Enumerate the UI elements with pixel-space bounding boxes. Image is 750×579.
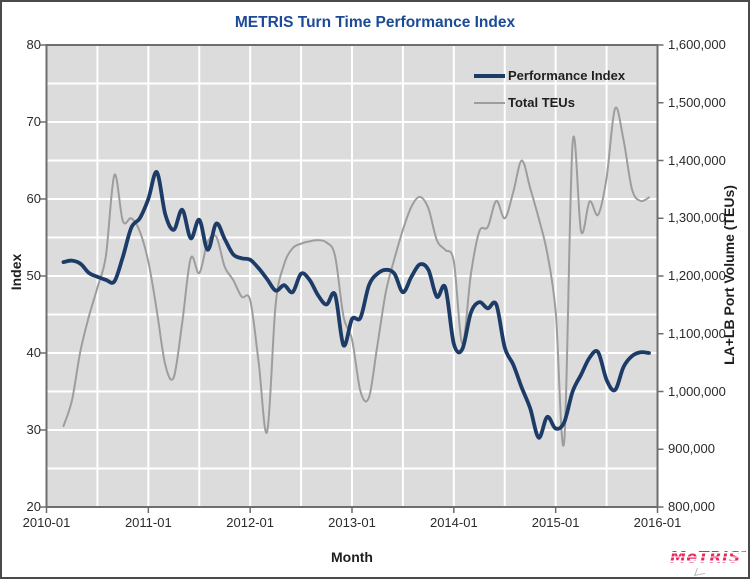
- right-axis-tick-label: 1,000,000: [668, 383, 726, 399]
- x-axis-tick-label: 2011-01: [124, 515, 172, 530]
- legend-line-swatch: [474, 101, 505, 104]
- right-axis-tick-label: 900,000: [668, 441, 715, 457]
- x-axis-tick-label: 2010-01: [22, 515, 71, 530]
- left-axis-tick-label: 80: [26, 37, 41, 52]
- x-axis-tick-label: 2012-01: [226, 515, 275, 530]
- right-axis-tick-label: 1,300,000: [668, 210, 726, 226]
- right-axis-tick-label: 1,200,000: [668, 268, 726, 283]
- performance-index-line: [61, 170, 651, 440]
- x-axis-tick-label: 2013-01: [328, 515, 376, 530]
- legend-item-performance-index: Performance Index: [474, 62, 625, 89]
- trademark-symbol: ™: [740, 550, 748, 558]
- right-axis-tick-label: 800,000: [668, 499, 715, 514]
- left-axis-tick-label: 60: [26, 191, 41, 206]
- total-teus-line: [62, 106, 650, 447]
- legend-label: Performance Index: [508, 68, 626, 83]
- left-axis-tick-label: 40: [26, 345, 41, 360]
- metris-logo-text: MeTRIS™: [670, 545, 748, 567]
- x-axis-tick-label: 2015-01: [531, 515, 580, 530]
- x-axis-tick-label: 2016-01: [633, 515, 682, 530]
- metris-logo: MeTRIS™: [670, 545, 748, 576]
- legend-line-swatch: [474, 73, 505, 78]
- chart-legend: Performance Index Total TEUs: [474, 62, 625, 116]
- left-axis-tick-label: 70: [26, 114, 41, 129]
- left-axis-tick-label: 30: [26, 422, 41, 437]
- right-axis-tick-label: 1,500,000: [668, 94, 726, 110]
- legend-label: Total TEUs: [508, 95, 575, 110]
- right-axis-tick-label: 1,400,000: [668, 152, 726, 168]
- left-axis-tick-label: 20: [26, 499, 41, 514]
- x-axis-title: Month: [331, 549, 373, 565]
- y-axis-title-left: Index: [8, 253, 24, 291]
- left-axis-tick-label: 50: [26, 268, 41, 283]
- right-axis-tick-label: 1,100,000: [668, 325, 726, 341]
- y-axis-title-right: LA+LB Port Volume (TEUs): [721, 185, 737, 365]
- x-axis-tick-label: 2014-01: [429, 515, 478, 530]
- chart-title: METRIS Turn Time Performance Index: [234, 14, 516, 31]
- right-axis-tick-label: 1,600,000: [668, 37, 726, 52]
- legend-item-total-teus: Total TEUs: [474, 89, 625, 116]
